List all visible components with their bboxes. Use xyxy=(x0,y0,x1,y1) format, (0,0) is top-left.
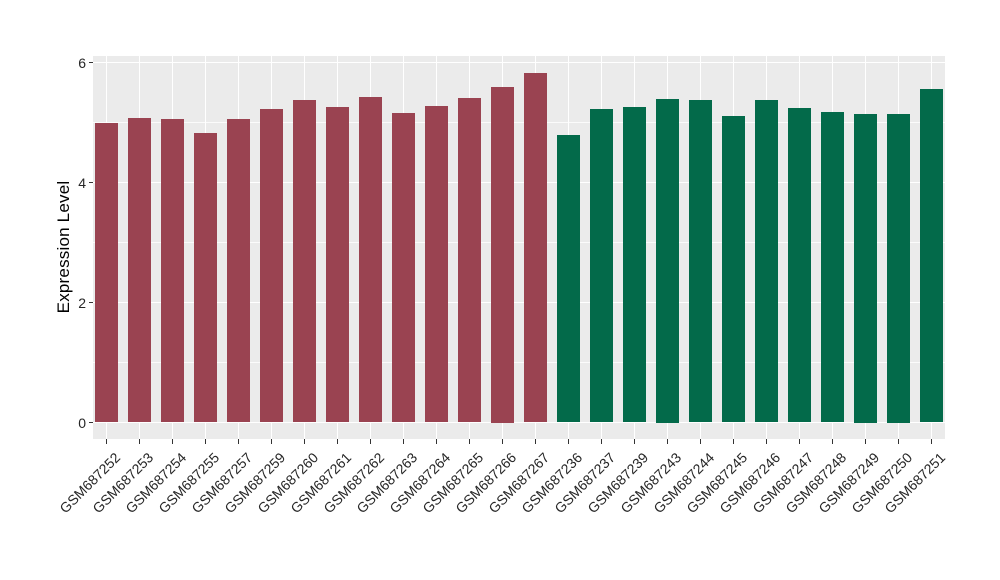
bar xyxy=(227,118,250,423)
y-minor-gridline xyxy=(93,122,945,123)
y-tick-label: 4 xyxy=(78,174,86,191)
x-tick-mark xyxy=(369,439,372,444)
y-tick-label: 0 xyxy=(78,414,86,431)
bar xyxy=(425,105,448,423)
y-major-gridline xyxy=(93,181,945,184)
y-tick-label: 6 xyxy=(78,54,86,71)
x-tick-mark xyxy=(501,439,504,444)
bar xyxy=(326,106,349,423)
bar xyxy=(854,113,877,423)
x-tick-mark xyxy=(204,439,207,444)
bar xyxy=(359,96,382,423)
y-major-gridline xyxy=(93,301,945,304)
bar xyxy=(722,115,745,423)
bar xyxy=(788,108,811,423)
bar xyxy=(194,132,217,423)
x-tick-mark xyxy=(336,439,339,444)
plot-panel xyxy=(93,56,945,439)
y-axis-title: Expression Level xyxy=(54,180,73,314)
x-tick-mark xyxy=(864,439,867,444)
x-tick-mark xyxy=(468,439,471,444)
x-tick-mark xyxy=(303,439,306,444)
y-tick-mark xyxy=(88,61,93,64)
x-tick-mark xyxy=(402,439,405,444)
y-minor-gridline xyxy=(93,362,945,363)
x-tick-mark xyxy=(105,439,108,444)
x-tick-mark xyxy=(831,439,834,444)
x-tick-mark xyxy=(666,439,669,444)
y-tick-mark xyxy=(88,421,93,424)
bar xyxy=(821,111,844,423)
x-tick-mark xyxy=(435,439,438,444)
bar xyxy=(557,135,580,423)
x-tick-mark xyxy=(930,439,933,444)
bar xyxy=(95,123,118,423)
y-tick-mark xyxy=(88,301,93,304)
x-tick-mark xyxy=(567,439,570,444)
x-tick-mark xyxy=(897,439,900,444)
x-tick-mark xyxy=(270,439,273,444)
x-tick-mark xyxy=(699,439,702,444)
x-tick-mark xyxy=(633,439,636,444)
bar xyxy=(920,88,943,423)
x-tick-mark xyxy=(138,439,141,444)
bar xyxy=(491,86,514,423)
x-tick-mark xyxy=(798,439,801,444)
x-tick-mark xyxy=(765,439,768,444)
y-major-gridline xyxy=(93,421,945,424)
bar xyxy=(128,117,151,423)
y-minor-gridline xyxy=(93,242,945,243)
y-major-gridline xyxy=(93,61,945,64)
y-tick-label: 2 xyxy=(78,294,86,311)
bar xyxy=(887,113,910,423)
bar xyxy=(590,109,613,423)
bar xyxy=(755,100,778,423)
bar xyxy=(689,99,712,423)
bar xyxy=(623,106,646,423)
x-tick-mark xyxy=(732,439,735,444)
bar xyxy=(392,112,415,423)
bar xyxy=(293,99,316,423)
bar xyxy=(458,97,481,423)
x-tick-mark xyxy=(237,439,240,444)
bar xyxy=(656,98,679,423)
x-tick-mark xyxy=(171,439,174,444)
y-tick-mark xyxy=(88,181,93,184)
bar xyxy=(524,73,547,423)
bar xyxy=(260,109,283,423)
bar xyxy=(161,118,184,423)
x-tick-mark xyxy=(600,439,603,444)
x-tick-mark xyxy=(534,439,537,444)
